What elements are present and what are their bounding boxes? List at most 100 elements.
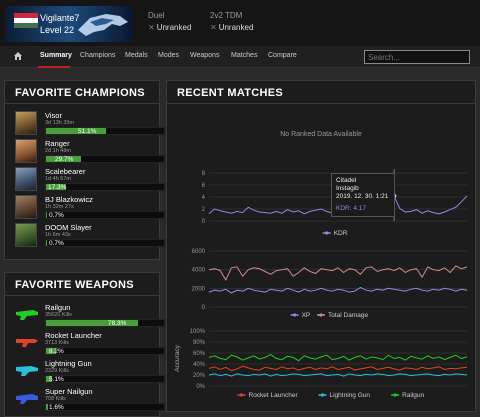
tooltip-map: Citadel [336,177,357,184]
champion-row-visor[interactable]: Visor 3d 13h 39m 51.1% [15,111,165,137]
rocket-launcher-icon [16,339,38,347]
y-tick-label: 0 [202,219,206,225]
legend-marker [319,313,323,317]
champion-usage-fill [46,240,47,246]
tab-summary[interactable]: Summary [40,52,72,59]
legend-label: Railgun [402,392,424,399]
player-banner: Vigilante7 Level 22 [6,6,132,42]
scalebearer-portrait [15,167,37,191]
hungary-flag-icon [14,13,38,28]
panel-divider [167,103,475,104]
legend-marker [320,393,325,397]
beast-emblem-icon [78,14,128,36]
recent-matches-panel: RECENT MATCHES No Ranked Data Available … [166,80,476,412]
weapon-row-lightning-gun[interactable]: Lightning Gun 2329 Kills 5.1% [15,359,165,385]
y-tick-label: 6000 [192,249,206,255]
weapon-name: Rocket Launcher [45,331,102,340]
champion-usage-fill [46,184,67,190]
champion-usage-fill [46,212,47,218]
recent-matches-charts: 0 2 4 6 8 KDR 0 2000 4000 6000 XP Total Damage 0% 20%… [174,169,468,399]
champion-row-scalebearer[interactable]: Scalebearer 1d 4h 57m 17.3% [15,167,165,193]
y-tick-label: 80% [193,340,206,346]
railgun-icon [16,310,38,320]
super-nailgun-icon [16,394,38,404]
y-tick-label: 4000 [192,268,206,274]
y-tick-label: 6 [202,183,206,189]
flag-stripe-white [14,18,38,23]
champion-usage-bar: 0.7% [45,239,165,247]
champion-name: Visor [45,111,62,120]
favorite-champions-title: FAVORITE CHAMPIONS [15,87,145,99]
y-tick-label: 40% [193,362,206,368]
weapon-row-railgun[interactable]: Railgun 35620 Kills 78.3% [15,303,165,329]
champion-name: BJ Blazkowicz [45,195,93,204]
y-tick-label: 20% [193,373,206,379]
legend-marker [293,313,297,317]
champion-playtime: 1h 32m 27s [45,204,74,210]
weapon-usage-fill [46,348,56,354]
legend-label: KDR [334,230,348,237]
weapon-usage-fill [46,320,139,326]
tdm-rank: 2v2 TDM ✕ Unranked [210,11,253,32]
profile-header: Vigilante7 Level 22 Duel ✕ Unranked 2v2 T… [0,0,480,46]
weapon-name: Super Nailgun [45,387,93,396]
champion-name: DOOM Slayer [45,223,92,232]
champion-row-doom-slayer[interactable]: DOOM Slayer 1h 6m 43s 0.7% [15,223,165,249]
main-nav: Summary Champions Medals Modes Weapons M… [0,46,480,68]
y-tick-label: 100% [190,329,206,335]
weapon-kills: 35620 Kills [45,312,72,318]
weapon-usage-bar: 5.1% [45,375,165,383]
champion-row-ranger[interactable]: Ranger 2d 1h 48m 29.7% [15,139,165,165]
tdm-rank-status: Unranked [218,23,254,32]
champion-usage-bar: 17.3% [45,183,165,191]
series-line-xp [208,286,468,294]
weapon-usage-bar: 78.3% [45,319,165,327]
weapon-row-super-nailgun[interactable]: Super Nailgun 708 Kills 1.6% [15,387,165,413]
y-tick-label: 0 [202,305,206,311]
lightning-gun-icon [16,366,38,376]
y-tick-label: 2 [202,207,206,213]
tdm-rank-status-row: ✕ Unranked [210,23,253,32]
y-axis-label: Accuracy [174,344,181,371]
champion-usage-percent: 29.7% [55,156,74,163]
favorite-champions-panel: FAVORITE CHAMPIONS Visor 3d 13h 39m 51.1… [4,80,165,260]
weapon-usage-percent: 78.3% [108,320,127,327]
champion-playtime: 3d 13h 39m [45,120,75,126]
legend-marker [393,393,397,397]
flag-stripe-red [14,13,38,18]
bj-blazkowicz-portrait [15,195,37,219]
y-tick-label: 8 [202,171,206,177]
champion-playtime: 2d 1h 48m [45,148,71,154]
weapon-name: Lightning Gun [45,359,92,368]
tab-weapons[interactable]: Weapons [190,52,220,59]
legend-label: XP [302,312,311,319]
legend-label: Lightning Gun [330,392,371,399]
legend-marker [325,231,329,235]
search-input[interactable] [364,50,470,64]
series-line-lightning-gun [208,373,468,377]
weapon-row-rocket-launcher[interactable]: Rocket Launcher 3713 Kills 8.2% [15,331,165,357]
tab-compare[interactable]: Compare [268,52,297,59]
tooltip-kdr: KDR: 4.17 [336,205,366,212]
y-tick-label: 4 [202,195,206,201]
tab-modes[interactable]: Modes [158,52,180,59]
tooltip-date: 2019. 12. 30. 1:21 [336,193,389,200]
legend-label: Total Damage [328,312,368,319]
tab-champions[interactable]: Champions [80,52,116,59]
champion-usage-percent: 17.3% [48,184,67,191]
weapon-usage-fill [46,376,53,382]
series-line-total-damage [208,265,468,281]
favorite-weapons-panel: FAVORITE WEAPONS Railgun 35620 Kills 78.… [4,272,165,417]
doom-slayer-portrait [15,223,37,247]
legend-label: Rocket Launcher [249,392,299,399]
ranger-portrait [15,139,37,163]
panel-divider [5,103,159,104]
home-icon[interactable] [14,52,22,60]
tab-medals[interactable]: Medals [125,52,148,59]
tdm-rank-mode: 2v2 TDM [210,11,243,20]
tab-matches[interactable]: Matches [231,52,258,59]
champion-row-bj-blazkowicz[interactable]: BJ Blazkowicz 1h 32m 27s 0.7% [15,195,165,221]
weapon-usage-bar: 1.6% [45,403,165,411]
duel-rank-status: Unranked [156,23,192,32]
duel-rank: Duel ✕ Unranked [148,11,191,32]
